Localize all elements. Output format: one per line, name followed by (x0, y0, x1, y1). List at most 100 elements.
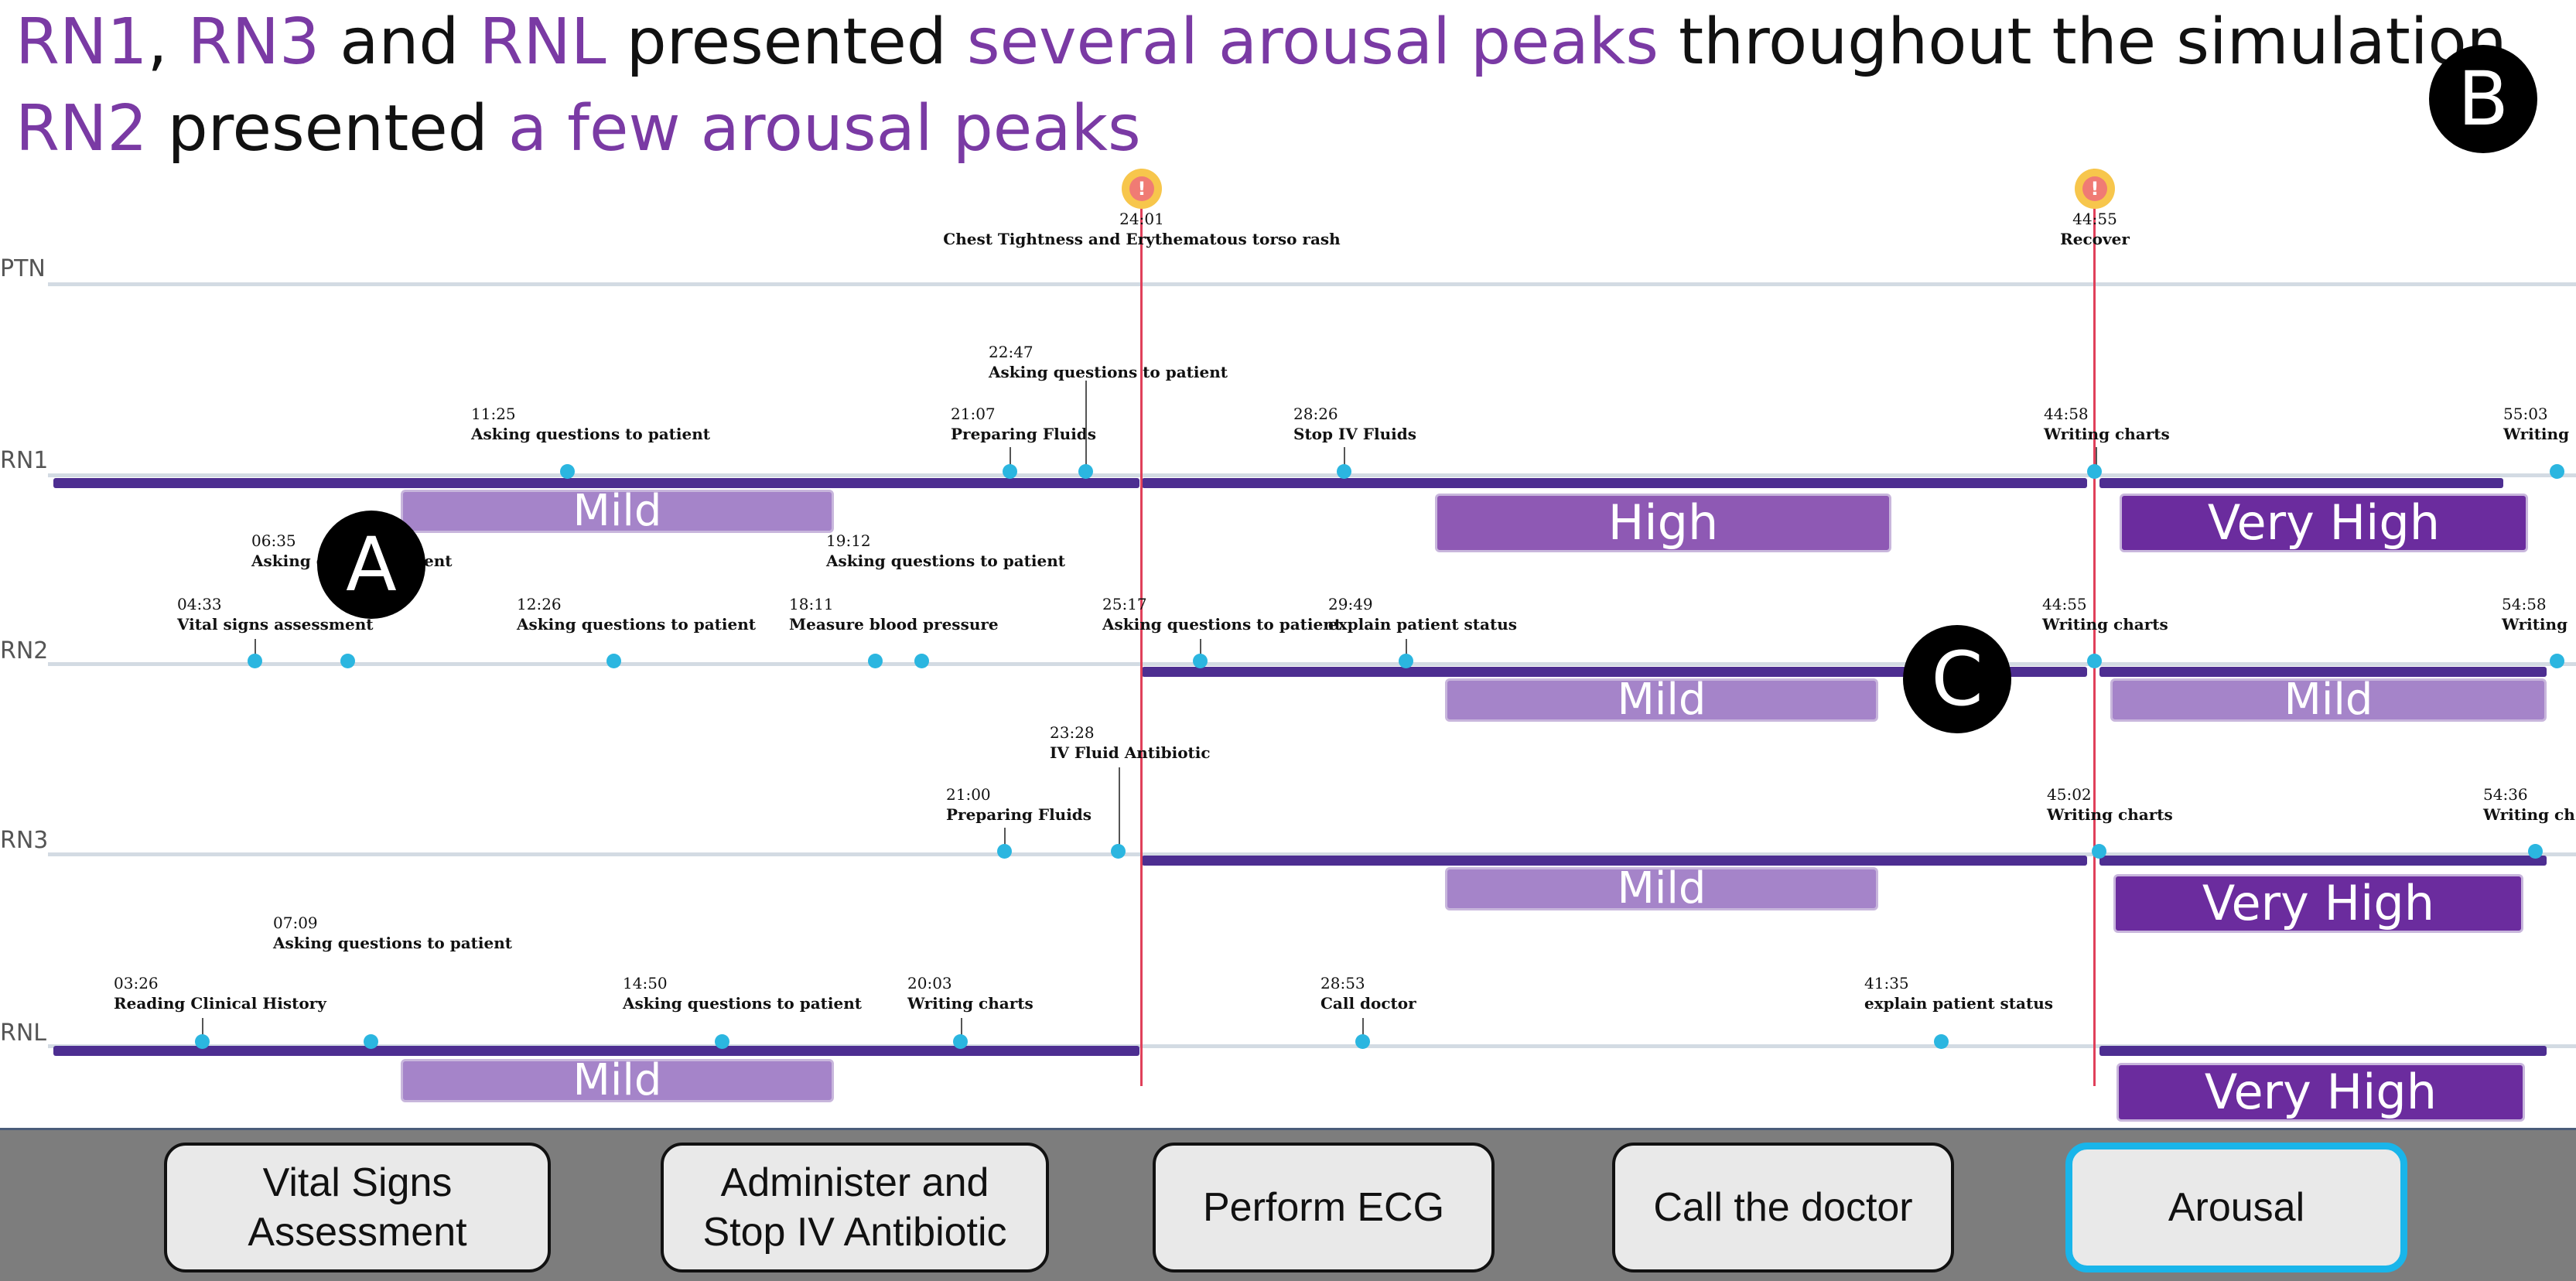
rn2-event-2: 12:26 Asking questions to patient (517, 595, 756, 634)
axis-rn3 (48, 852, 2576, 856)
rn3-level-2: Very High (2113, 874, 2523, 933)
row-label-rn1: RN1 (0, 447, 49, 474)
rn1-event-dot[interactable] (560, 464, 575, 479)
axis-rnl (48, 1044, 2576, 1048)
rn1-level-2: High (1435, 494, 1891, 552)
throughout-text: throughout the simulation (1658, 5, 2507, 79)
rn2-event-upper-2: 19:12 Asking questions to patient (826, 531, 1065, 570)
rn3-event-dot[interactable] (1111, 844, 1126, 859)
rnl-event-dot[interactable] (1355, 1034, 1370, 1049)
rn2-event-dot[interactable] (914, 654, 929, 668)
rn1-name: RN1 (15, 5, 148, 79)
rnl-event-dot[interactable] (364, 1034, 378, 1049)
rn2-event-7: 54:58 Writing (2502, 595, 2568, 634)
few-peaks-text: a few arousal peaks (507, 92, 1141, 166)
rn2-event-4: 25:17 Asking questions to patient (1102, 595, 1341, 634)
rnl-event-stem (961, 1018, 962, 1037)
rn2-level-1: Mild (1445, 678, 1878, 722)
presented-text-2: presented (147, 92, 508, 166)
rn1-event-dot[interactable] (2087, 464, 2102, 479)
several-peaks-text: several arousal peaks (966, 5, 1659, 79)
header: RN1, RN3 and RNL presented several arous… (15, 0, 2507, 178)
rnl-name: RNL (479, 5, 606, 79)
rn1-level-3: Very High (2120, 494, 2528, 552)
rn3-event-stem (1004, 828, 1006, 848)
alert-1-label: Chest Tightness and Erythematous torso r… (943, 230, 1341, 248)
rn1-event-stem (1344, 447, 1345, 467)
rn2-event-dot[interactable] (1193, 654, 1208, 668)
rn2-event-dot[interactable] (1399, 654, 1413, 668)
rn1-arousal-segment-3 (2099, 478, 2503, 488)
perform-ecg-button[interactable]: Perform ECG (1153, 1143, 1495, 1272)
rn2-event-dot[interactable] (606, 654, 621, 668)
rn2-event-5: 29:49 explain patient status (1328, 595, 1518, 634)
arousal-button[interactable]: Arousal (2065, 1143, 2407, 1272)
rnl-event-stem (202, 1018, 203, 1037)
rn2-event-dot[interactable] (868, 654, 883, 668)
alert-icon-1[interactable]: ! (1122, 169, 1162, 209)
alert-2: 44:55 Recover (2017, 209, 2172, 249)
rnl-event-3: 20:03 Writing charts (907, 974, 1033, 1013)
rn2-event-dot[interactable] (340, 654, 355, 668)
rn1-event-6: 55:03 Writing (2503, 405, 2570, 443)
rn2-arousal-segment-2 (2099, 667, 2547, 677)
rnl-event-dot[interactable] (715, 1034, 729, 1049)
alert-2-label: Recover (2060, 230, 2130, 248)
rn1-event-dot[interactable] (1078, 464, 1093, 479)
rn3-event-4: 54:36 Writing ch (2483, 785, 2575, 824)
rn2-level-2: Mild (2110, 678, 2547, 722)
rnl-event-2: 14:50 Asking questions to patient (623, 974, 862, 1013)
alert-1-time: 24:01 (1119, 210, 1164, 228)
administer-stop-iv-antibiotic-button[interactable]: Administer and Stop IV Antibiotic (661, 1143, 1049, 1272)
rn2-event-dot[interactable] (248, 654, 262, 668)
rn1-event-dot[interactable] (1003, 464, 1017, 479)
alert-icon-2[interactable]: ! (2075, 169, 2115, 209)
rn1-event-3: 22:47 Asking questions to patient (989, 343, 1228, 381)
row-label-rn3: RN3 (0, 827, 49, 854)
rn3-level-1: Mild (1445, 867, 1878, 910)
rn1-event-2: 21:07 Preparing Fluids (951, 405, 1097, 443)
rn3-arousal-segment-1 (1142, 856, 2087, 866)
rn2-event-dot[interactable] (2087, 654, 2102, 668)
rnl-level-1: Mild (401, 1059, 834, 1102)
rn3-event-dot[interactable] (2528, 844, 2543, 859)
rn2-event-6: 44:55 Writing charts (2042, 595, 2168, 634)
axis-ptn (48, 282, 2576, 286)
rn1-event-dot[interactable] (2550, 464, 2564, 479)
rn3-name: RN3 (187, 5, 320, 79)
rn2-event-upper-1: 06:35 Asking q (251, 531, 327, 570)
presented-text: presented (606, 5, 967, 79)
call-the-doctor-button[interactable]: Call the doctor (1612, 1143, 1954, 1272)
rn1-event-stem (1085, 381, 1087, 467)
rnl-level-2: Very High (2116, 1063, 2525, 1122)
axis-rn1 (48, 473, 2576, 477)
rn3-event-dot[interactable] (2092, 844, 2106, 859)
vital-signs-assessment-button[interactable]: Vital Signs Assessment (164, 1143, 551, 1272)
rn2-event-dot[interactable] (2550, 654, 2564, 668)
rnl-event-stem (1362, 1018, 1364, 1037)
rnl-event-dot[interactable] (195, 1034, 210, 1049)
rn1-event-4: 28:26 Stop IV Fluids (1293, 405, 1416, 443)
bottom-toolbar: Vital Signs Assessment Administer and Stop… (0, 1128, 2576, 1281)
exclamation-icon: ! (2082, 176, 2107, 201)
row-label-rnl: RNL (0, 1020, 46, 1047)
rn3-event-1: 23:28 IV Fluid Antibiotic (1050, 723, 1211, 762)
alert-line-1 (1140, 169, 1143, 1086)
comma-text: , (147, 5, 188, 79)
rn1-event-dot[interactable] (1337, 464, 1351, 479)
rn3-event-stem (1119, 767, 1120, 848)
rn1-arousal-segment-1 (53, 478, 1139, 488)
rn3-event-dot[interactable] (997, 844, 1012, 859)
rn3-event-3: 45:02 Writing charts (2047, 785, 2173, 824)
rn2-arousal-segment-1 (1142, 667, 2087, 677)
rn2-name: RN2 (15, 92, 148, 166)
rn1-event-5: 44:58 Writing charts (2044, 405, 2170, 443)
rnl-arousal-segment-1 (53, 1046, 1139, 1056)
rnl-event-dot[interactable] (1934, 1034, 1949, 1049)
rn2-event-stem (1406, 639, 1407, 656)
rnl-event-dot[interactable] (953, 1034, 968, 1049)
timeline: PTN RN1 RN2 RN3 RNL Mild High Very High … (0, 169, 2576, 1122)
rnl-event-upper-1: 07:09 Asking questions to patient (273, 914, 512, 952)
rn1-arousal-segment-2 (1142, 478, 2087, 488)
alert-1: 24:01 Chest Tightness and Erythematous t… (910, 209, 1374, 249)
